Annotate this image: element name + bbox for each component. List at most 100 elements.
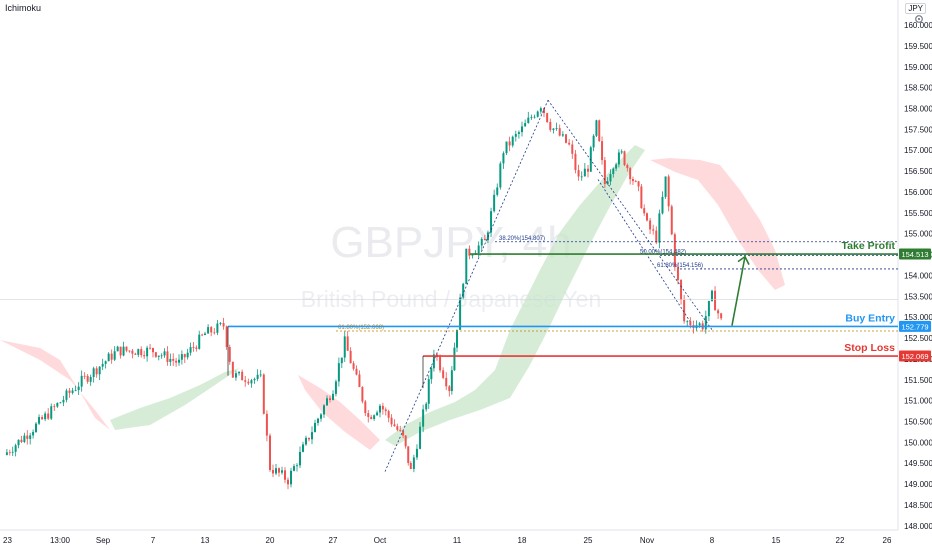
candle-body (720, 313, 723, 319)
candle-body (244, 380, 247, 382)
candle-body (157, 355, 160, 357)
fib-label: 61.80%(154.156) (657, 263, 703, 269)
candle-body (686, 321, 689, 323)
candle-body (122, 346, 125, 356)
candle-body (17, 439, 20, 446)
candle-body (549, 122, 552, 130)
candle-body (711, 290, 713, 301)
candle-body (373, 415, 376, 419)
candle-body (334, 381, 337, 394)
candle-body (302, 444, 304, 452)
candle-body (407, 446, 410, 463)
ichimoku-cloud-1 (110, 368, 240, 430)
candle-body (402, 430, 405, 436)
candle-body (480, 238, 483, 246)
candle-body (445, 377, 448, 387)
ichimoku-cloud-0 (0, 340, 110, 430)
candle-body (601, 141, 604, 161)
candle-body (172, 358, 175, 361)
candle-body (634, 181, 637, 182)
candle-body (104, 361, 107, 364)
candle-body (524, 123, 527, 127)
candle-body (442, 370, 445, 378)
candle-body (555, 128, 558, 129)
fib-label: 50.00%(154.482) (640, 249, 686, 255)
candle-body (432, 354, 435, 369)
candle-body (32, 431, 35, 436)
candle-body (502, 153, 505, 164)
candle-body (74, 389, 77, 391)
candle-body (317, 418, 319, 423)
candle-body (59, 402, 62, 404)
candle-body (163, 351, 166, 356)
candle-body (204, 333, 206, 336)
stop-loss-label: Stop Loss (844, 342, 895, 354)
candle-body (617, 152, 620, 165)
candle-body (349, 350, 352, 364)
candle-body (326, 398, 328, 406)
price-tick-label: 159.000 (904, 63, 932, 72)
candle-body (89, 376, 92, 382)
candle-body (643, 208, 646, 214)
candle-body (5, 452, 8, 455)
candle-body (415, 448, 418, 458)
price-tick-label: 151.000 (904, 397, 932, 406)
price-tick-label: 155.500 (904, 209, 932, 218)
candle-body (425, 403, 428, 410)
price-tick-label: 158.000 (904, 105, 932, 114)
candle-body (262, 374, 265, 414)
candle-body (77, 386, 80, 390)
take-profit-price-tag-text: 154.513 (901, 250, 928, 259)
candle-body (62, 399, 65, 403)
candle-body (101, 363, 104, 367)
candle-body (490, 211, 493, 233)
candle-body (615, 164, 618, 169)
candle-body (698, 323, 701, 326)
candle-body (231, 361, 234, 378)
candle-body (152, 348, 154, 353)
candle-body (241, 371, 244, 381)
candle-body (311, 432, 313, 440)
price-tick-label: 152.500 (904, 334, 932, 343)
candle-body (471, 254, 474, 256)
candle-body (140, 349, 143, 356)
candle-body (41, 417, 44, 420)
candle-body (606, 181, 609, 184)
candle-body (539, 108, 542, 112)
candle-body (275, 468, 277, 474)
candle-body (183, 354, 186, 358)
candle-body (583, 168, 586, 177)
candle-body (571, 144, 574, 154)
candle-body (253, 378, 256, 381)
candle-body (247, 381, 250, 384)
candle-body (210, 327, 213, 333)
candle-body (20, 439, 23, 443)
candle-body (381, 405, 384, 410)
candle-body (707, 300, 710, 317)
candle-body (384, 409, 387, 412)
candle-body (95, 368, 98, 375)
time-tick-label: Sep (96, 536, 111, 545)
candle-body (355, 368, 358, 375)
price-tick-label: 157.500 (904, 125, 932, 134)
candle-body (543, 108, 545, 114)
price-tick-label: 160.000 (904, 21, 932, 30)
candle-body (658, 213, 661, 243)
currency-label: JPY (905, 3, 926, 14)
candle-body (323, 405, 325, 415)
time-tick-label: 11 (453, 536, 462, 545)
candle-body (346, 336, 349, 351)
time-tick-label: 7 (151, 536, 156, 545)
candle-body (430, 368, 433, 380)
candle-body (284, 470, 286, 480)
candle-body (143, 355, 146, 357)
indicator-label[interactable]: Ichimoku (5, 3, 42, 13)
candle-body (649, 220, 652, 230)
candle-body (577, 170, 580, 177)
settings-icon[interactable] (914, 14, 924, 24)
candle-body (704, 316, 707, 330)
candle-body (137, 349, 140, 355)
candle-body (587, 168, 589, 172)
